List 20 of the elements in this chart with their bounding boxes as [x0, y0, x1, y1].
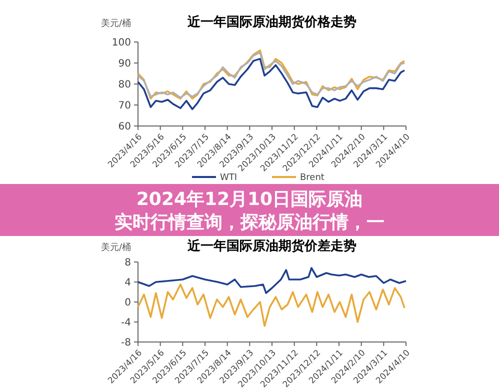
y-axis-title: 美元/桶 — [100, 18, 132, 29]
y-tick-label: 80 — [118, 80, 131, 90]
y-tick-label: 0 — [124, 298, 131, 308]
y-axis-title: 美元/桶 — [100, 242, 132, 253]
legend-label: WTI — [220, 173, 238, 184]
line-series — [137, 284, 406, 327]
y-tick-label: -4 — [121, 318, 131, 328]
chart-title: 近一年国际原油期货价差走势 — [186, 238, 356, 254]
y-tick-label: -8 — [121, 338, 131, 348]
y-tick-label: 70 — [118, 100, 131, 112]
line-series — [137, 58, 406, 110]
y-tick-label: 60 — [118, 122, 131, 132]
legend-label: Brent — [300, 173, 325, 184]
text: 2024年12月10日国际原油实时行情查询，探秘原油行情，一 — [114, 189, 384, 233]
y-tick-label: 8 — [124, 258, 131, 268]
line-series — [137, 267, 407, 294]
y-tick-label: 4 — [124, 278, 131, 288]
y-tick-label: 100 — [112, 38, 131, 48]
chart-title: 近一年国际原油期货价格走势 — [186, 14, 356, 30]
y-tick-label: 90 — [118, 58, 131, 70]
